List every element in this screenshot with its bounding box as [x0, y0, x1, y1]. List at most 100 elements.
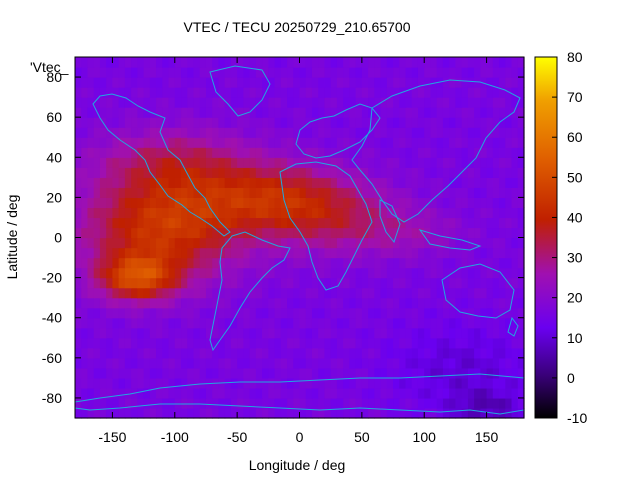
- heat-cell: [224, 197, 232, 209]
- heat-cell: [324, 337, 332, 349]
- heat-cell: [305, 127, 313, 138]
- heat-cell: [299, 97, 307, 108]
- heat-cell: [75, 77, 82, 88]
- heat-cell: [131, 267, 138, 279]
- heat-cell: [318, 307, 326, 319]
- heat-cell: [393, 197, 400, 209]
- heat-cell: [442, 357, 450, 369]
- heat-cell: [237, 297, 244, 309]
- heat-cell: [517, 57, 525, 68]
- heat-cell: [212, 327, 220, 339]
- heat-cell: [368, 337, 375, 349]
- heat-cell: [311, 227, 319, 239]
- heat-cell: [199, 357, 207, 369]
- heat-cell: [280, 117, 288, 128]
- heat-cell: [349, 357, 357, 369]
- heat-cell: [511, 317, 519, 329]
- heat-cell: [299, 107, 307, 118]
- heat-cell: [287, 167, 294, 178]
- heat-cell: [156, 187, 163, 198]
- heat-cell: [393, 57, 400, 68]
- heat-cell: [118, 217, 126, 229]
- heat-cell: [181, 297, 188, 309]
- heat-cell: [305, 97, 313, 108]
- heat-cell: [193, 307, 201, 319]
- heat-cell: [293, 67, 301, 78]
- heat-cell: [112, 237, 120, 249]
- heat-cell: [137, 77, 145, 88]
- y-tick-label: 40: [46, 149, 62, 165]
- heat-cell: [162, 57, 170, 68]
- heat-cell: [349, 177, 357, 188]
- heat-cell: [93, 137, 101, 148]
- heat-cell: [199, 127, 207, 138]
- heat-cell: [274, 137, 282, 148]
- heat-cell: [517, 167, 525, 178]
- heat-cell: [486, 97, 494, 108]
- heat-cell: [75, 237, 82, 249]
- heat-cell: [343, 387, 350, 399]
- heat-cell: [430, 247, 438, 259]
- heat-cell: [243, 277, 251, 289]
- heat-cell: [187, 277, 195, 289]
- heat-cell: [411, 407, 419, 419]
- heat-cell: [455, 357, 463, 369]
- heat-cell: [174, 217, 182, 229]
- heat-cell: [399, 237, 407, 249]
- heat-cell: [399, 387, 407, 399]
- heat-cell: [255, 217, 263, 229]
- heat-cell: [131, 227, 138, 239]
- heat-cell: [149, 337, 157, 349]
- heat-cell: [436, 317, 444, 329]
- heat-cell: [361, 277, 369, 289]
- heat-cell: [287, 177, 294, 188]
- heat-cell: [274, 127, 282, 138]
- heat-cell: [368, 57, 375, 68]
- heat-cell: [449, 67, 457, 78]
- heat-cell: [499, 267, 506, 279]
- heat-cell: [449, 277, 457, 289]
- heat-cell: [311, 87, 319, 98]
- heat-cell: [212, 197, 220, 209]
- heat-cell: [405, 357, 413, 369]
- heat-cell: [162, 87, 170, 98]
- heat-cell: [237, 337, 244, 349]
- heat-cell: [299, 187, 307, 198]
- heat-cell: [149, 197, 157, 209]
- heat-cell: [93, 187, 101, 198]
- heat-cell: [455, 337, 463, 349]
- heat-cell: [424, 167, 432, 178]
- heat-cell: [224, 67, 232, 78]
- heat-cell: [249, 377, 257, 389]
- heat-cell: [156, 367, 163, 379]
- heat-cell: [124, 87, 132, 98]
- heat-cell: [305, 377, 313, 389]
- heat-cell: [193, 57, 201, 68]
- heat-cell: [293, 57, 301, 68]
- heat-cell: [81, 277, 89, 289]
- heat-cell: [156, 307, 163, 319]
- heat-cell: [318, 67, 326, 78]
- heat-cell: [424, 407, 432, 419]
- heat-cell: [75, 187, 82, 198]
- heat-cell: [380, 277, 388, 289]
- heat-cell: [455, 197, 463, 209]
- heat-cell: [255, 117, 263, 128]
- heat-cell: [474, 167, 481, 178]
- heat-cell: [405, 77, 413, 88]
- heat-cell: [199, 327, 207, 339]
- heat-cell: [336, 227, 344, 239]
- heat-cell: [274, 277, 282, 289]
- heat-cell: [368, 137, 375, 148]
- heat-cell: [336, 147, 344, 158]
- heat-cell: [361, 117, 369, 128]
- heat-cell: [99, 257, 107, 269]
- heat-cell: [393, 307, 400, 319]
- heat-cell: [93, 347, 101, 359]
- heat-cell: [193, 87, 201, 98]
- heat-cell: [174, 377, 182, 389]
- heat-cell: [343, 87, 350, 98]
- heat-cell: [187, 107, 195, 118]
- heat-cell: [224, 167, 232, 178]
- heat-cell: [386, 387, 394, 399]
